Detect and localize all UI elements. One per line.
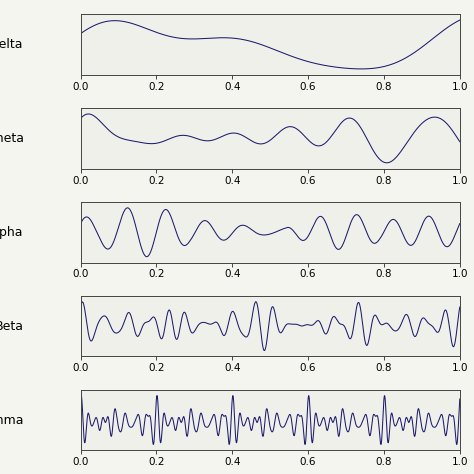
Text: Alpha: Alpha	[0, 226, 24, 239]
Text: Delta: Delta	[0, 38, 24, 51]
Text: Theta: Theta	[0, 132, 24, 145]
Text: Beta: Beta	[0, 319, 24, 333]
Text: Gamma: Gamma	[0, 413, 24, 427]
